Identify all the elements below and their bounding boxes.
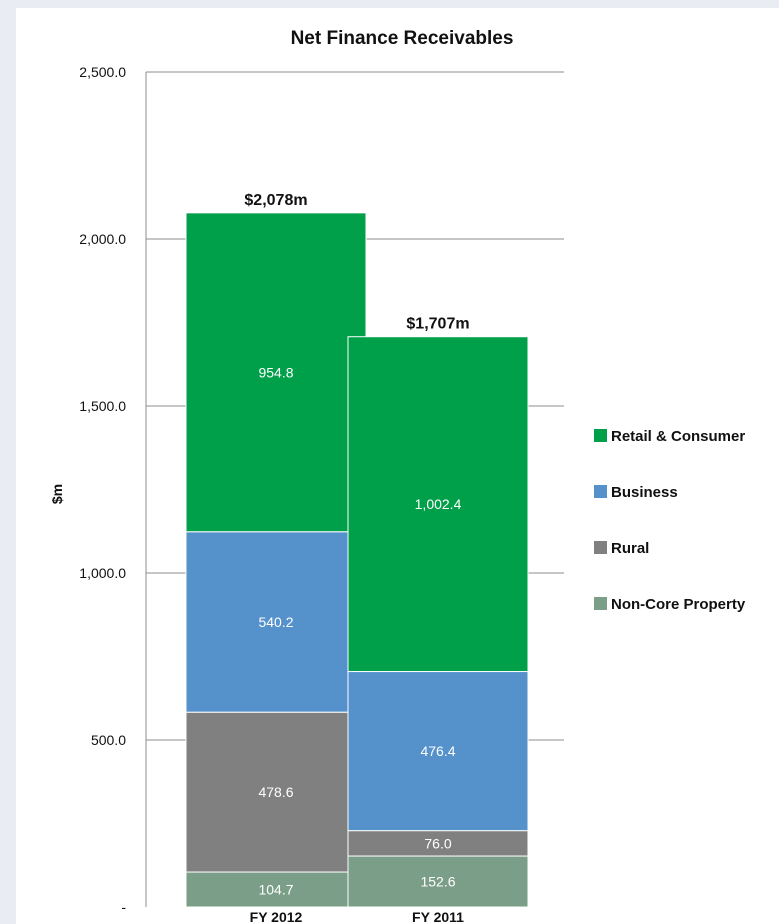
legend-swatch-retail-consumer — [594, 429, 607, 442]
data-label-business-fy-2011: 476.4 — [420, 743, 455, 759]
data-label-non-core-property-fy-2011: 152.6 — [420, 874, 455, 890]
x-category-label-fy-2011: FY 2011 — [412, 909, 464, 924]
legend-label-rural: Rural — [611, 540, 649, 557]
x-category-label-fy-2012: FY 2012 — [250, 909, 303, 924]
y-tick-label: 1,000.0 — [79, 565, 126, 581]
legend-label-business: Business — [611, 484, 678, 501]
data-label-retail-consumer-fy-2011: 1,002.4 — [415, 496, 462, 512]
legend: Retail & Consumer Business Rural Non-Core P… — [594, 428, 746, 613]
data-label-business-fy-2012: 540.2 — [258, 614, 293, 630]
data-label-rural-fy-2011: 76.0 — [424, 835, 451, 851]
y-axis-label: $m — [49, 484, 65, 504]
bars: 104.7 478.6 540.2 954.8 $2,078m 152.6 76.0 476.… — [186, 192, 528, 907]
chart-title: Net Finance Receivables — [291, 28, 514, 49]
legend-item-retail-consumer: Retail & Consumer — [594, 428, 745, 445]
chart-frame: Net Finance Receivables $m - 500.0 1,000.0… — [16, 8, 779, 924]
data-label-retail-consumer-fy-2012: 954.8 — [258, 364, 293, 380]
legend-swatch-business — [594, 485, 607, 498]
y-tick-label: - — [121, 899, 126, 915]
legend-item-business: Business — [594, 484, 678, 501]
data-label-rural-fy-2012: 478.6 — [258, 784, 293, 800]
y-axis-ticks: - 500.0 1,000.0 1,500.0 2,000.0 2,500.0 — [79, 64, 126, 915]
bar-total-label-fy-2012: $2,078m — [244, 192, 307, 209]
data-label-non-core-property-fy-2012: 104.7 — [258, 882, 293, 898]
legend-swatch-rural — [594, 541, 607, 554]
y-tick-label: 2,000.0 — [79, 231, 126, 247]
y-tick-label: 500.0 — [91, 732, 126, 748]
legend-label-retail-consumer: Retail & Consumer — [611, 428, 745, 445]
legend-item-rural: Rural — [594, 540, 649, 557]
legend-item-non-core-property: Non-Core Property — [594, 596, 746, 613]
legend-swatch-non-core-property — [594, 597, 607, 610]
y-tick-label: 1,500.0 — [79, 398, 126, 414]
legend-label-non-core-property: Non-Core Property — [611, 596, 746, 613]
x-axis-categories: FY 2012 FY 2011 — [250, 909, 464, 924]
bar-total-label-fy-2011: $1,707m — [406, 316, 469, 333]
bar-stack-fy-2011: 152.6 76.0 476.4 1,002.4 $1,707m — [348, 316, 528, 907]
stacked-bar-chart: Net Finance Receivables $m - 500.0 1,000.0… — [16, 8, 779, 924]
y-tick-label: 2,500.0 — [79, 64, 126, 80]
bar-stack-fy-2012: 104.7 478.6 540.2 954.8 $2,078m — [186, 192, 366, 907]
